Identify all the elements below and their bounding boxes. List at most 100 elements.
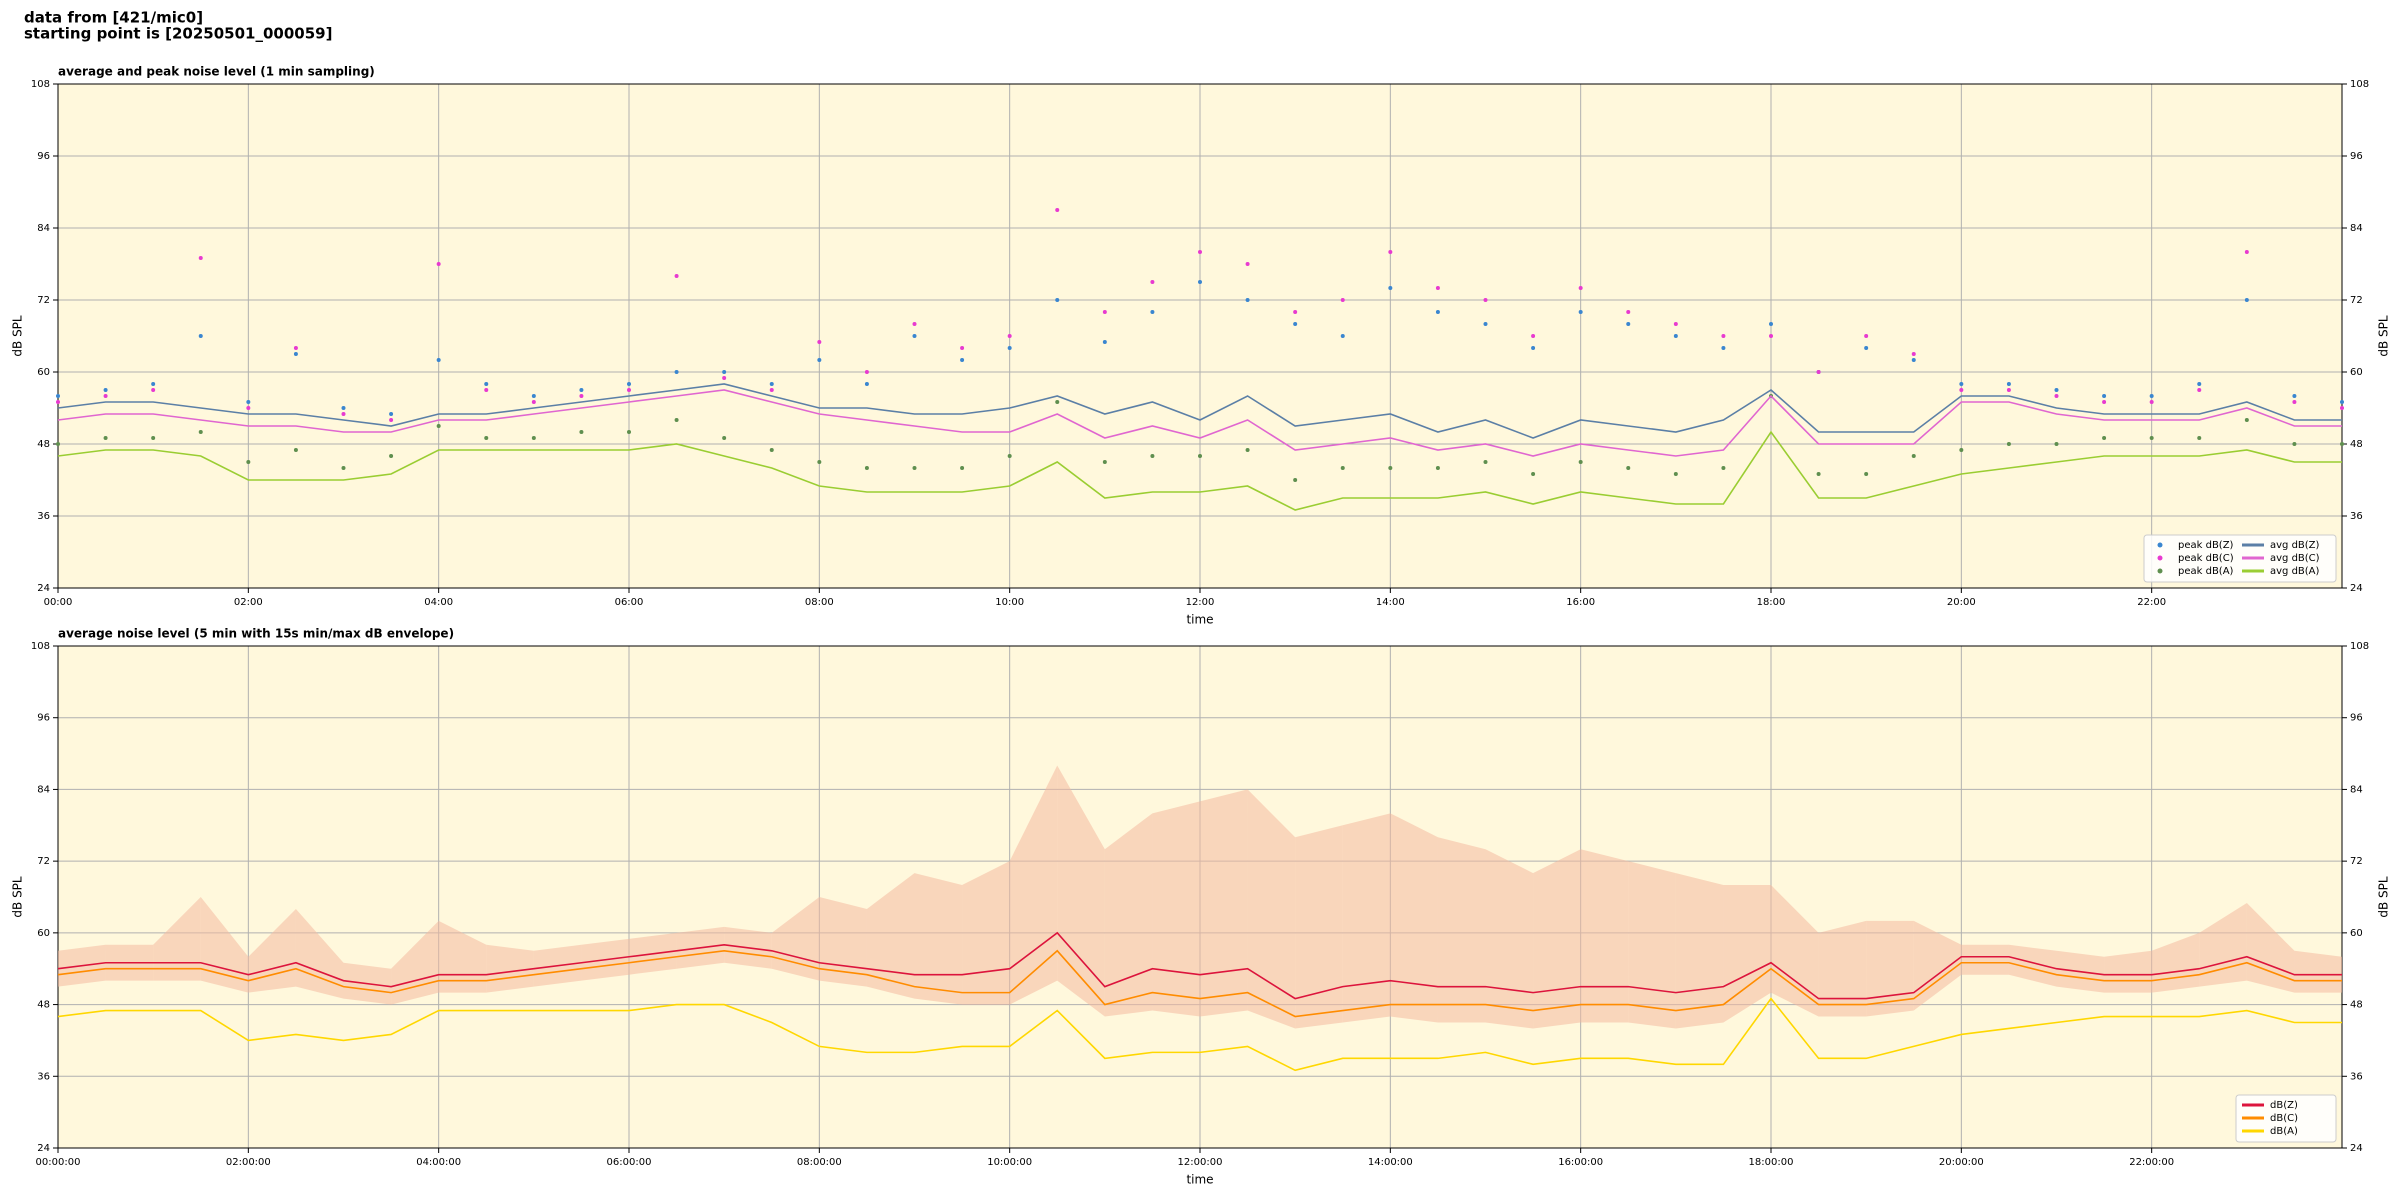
chart: average and peak noise level (1 min samp…: [11, 65, 2391, 627]
peak-point: [531, 394, 536, 398]
peak-point: [341, 412, 346, 416]
y-tick-label: 24: [37, 1143, 50, 1154]
peak-point: [817, 460, 822, 464]
peak-point: [436, 424, 441, 428]
envelope: [1961, 944, 2009, 975]
legend-label: avg dB(C): [2270, 553, 2320, 564]
peak-point: [2340, 406, 2344, 410]
peak-point: [1245, 448, 1250, 452]
y2-tick-label: 24: [2350, 1143, 2363, 1154]
peak-point: [1483, 460, 1488, 464]
envelope: [1152, 801, 1200, 1017]
envelope: [153, 897, 201, 981]
peak-point: [2292, 394, 2297, 398]
peak-point: [674, 370, 679, 374]
peak-point: [484, 436, 489, 440]
x-tick-label: 14:00:00: [1368, 1157, 1413, 1168]
peak-point: [2149, 436, 2154, 440]
peak-point: [1959, 382, 1964, 386]
series-line: [57, 383, 2342, 439]
peak-point: [1435, 466, 1440, 470]
peak-point: [864, 382, 869, 386]
series-line: [57, 389, 2342, 457]
peak-point: [1911, 454, 1916, 458]
x-axis-label: time: [1186, 1173, 1213, 1187]
peak-point: [1340, 466, 1345, 470]
y2-tick-label: 84: [2350, 223, 2363, 234]
y-tick-label: 72: [37, 856, 50, 867]
peak-point: [1769, 334, 1773, 338]
y-tick-label: 60: [37, 928, 50, 939]
envelope: [1485, 849, 1534, 1029]
peak-point: [2149, 394, 2154, 398]
peak-point: [1245, 298, 1250, 302]
peak-point: [531, 436, 536, 440]
y-tick-label: 60: [37, 367, 50, 378]
envelope: [1866, 920, 1914, 1017]
series-line: [57, 931, 2342, 1000]
legend-label: dB(A): [2270, 1126, 2298, 1137]
x-tick-label: 18:00: [1757, 597, 1786, 608]
plot-frame: [57, 83, 2343, 589]
x-tick-label: 06:00:00: [607, 1157, 652, 1168]
peak-point: [1055, 298, 1060, 302]
x-tick-label: 22:00:00: [2129, 1157, 2174, 1168]
peak-point: [912, 466, 917, 470]
peak-point: [1055, 400, 1060, 404]
peak-point: [1007, 334, 1012, 338]
peak-point: [912, 322, 917, 326]
peak-point: [2244, 298, 2249, 302]
x-axis-label: time: [1186, 613, 1213, 627]
x-tick-label: 02:00:00: [226, 1157, 271, 1168]
envelope: [1295, 825, 1343, 1029]
y-tick-label: 84: [37, 784, 50, 795]
y-axis-label: dB SPL: [11, 315, 25, 357]
peak-point: [2197, 382, 2202, 386]
legend-label: dB(Z): [2270, 1100, 2298, 1111]
peak-point: [627, 388, 631, 392]
peak-point: [1816, 370, 1821, 374]
y2-tick-label: 60: [2350, 928, 2363, 939]
peak-point: [198, 256, 203, 260]
x-tick-label: 18:00:00: [1749, 1157, 1794, 1168]
peak-point: [579, 394, 584, 398]
peak-point: [1388, 286, 1393, 290]
legend-label: peak dB(A): [2178, 566, 2234, 577]
y2-tick-label: 84: [2350, 784, 2363, 795]
peak-point: [1578, 286, 1583, 290]
x-tick-label: 16:00: [1566, 597, 1595, 608]
peak-point: [293, 346, 298, 350]
y-tick-label: 24: [37, 583, 50, 594]
y-tick-label: 84: [37, 223, 50, 234]
envelope: [1057, 765, 1105, 1017]
y2-tick-label: 96: [2350, 713, 2363, 724]
x-tick-label: 08:00: [805, 597, 834, 608]
peak-point: [1673, 472, 1678, 476]
peak-point: [1959, 448, 1964, 452]
envelope: [200, 897, 249, 993]
envelope: [1580, 849, 1629, 1023]
y2-tick-label: 24: [2350, 583, 2363, 594]
peak-point: [2006, 382, 2011, 386]
chart-title: average and peak noise level (1 min samp…: [58, 65, 375, 79]
peak-point: [1911, 352, 1916, 356]
header-source: data from [421/mic0]: [24, 9, 203, 27]
peak-point: [1293, 310, 1298, 314]
peak-point: [389, 412, 394, 416]
peak-point: [864, 466, 869, 470]
envelope: [1913, 920, 1962, 1011]
peak-point: [722, 376, 727, 380]
peak-point: [151, 388, 156, 392]
peak-point: [627, 430, 631, 434]
y2-tick-label: 36: [2350, 1071, 2363, 1082]
peak-point: [246, 406, 251, 410]
peak-point: [769, 388, 774, 392]
peak-point: [769, 448, 774, 452]
x-tick-label: 00:00: [44, 597, 73, 608]
y-tick-label: 96: [37, 151, 50, 162]
peak-point: [1198, 280, 1202, 284]
legend-label: avg dB(Z): [2270, 540, 2320, 551]
y-axis-label: dB SPL: [11, 876, 25, 918]
peak-point: [1007, 454, 1012, 458]
